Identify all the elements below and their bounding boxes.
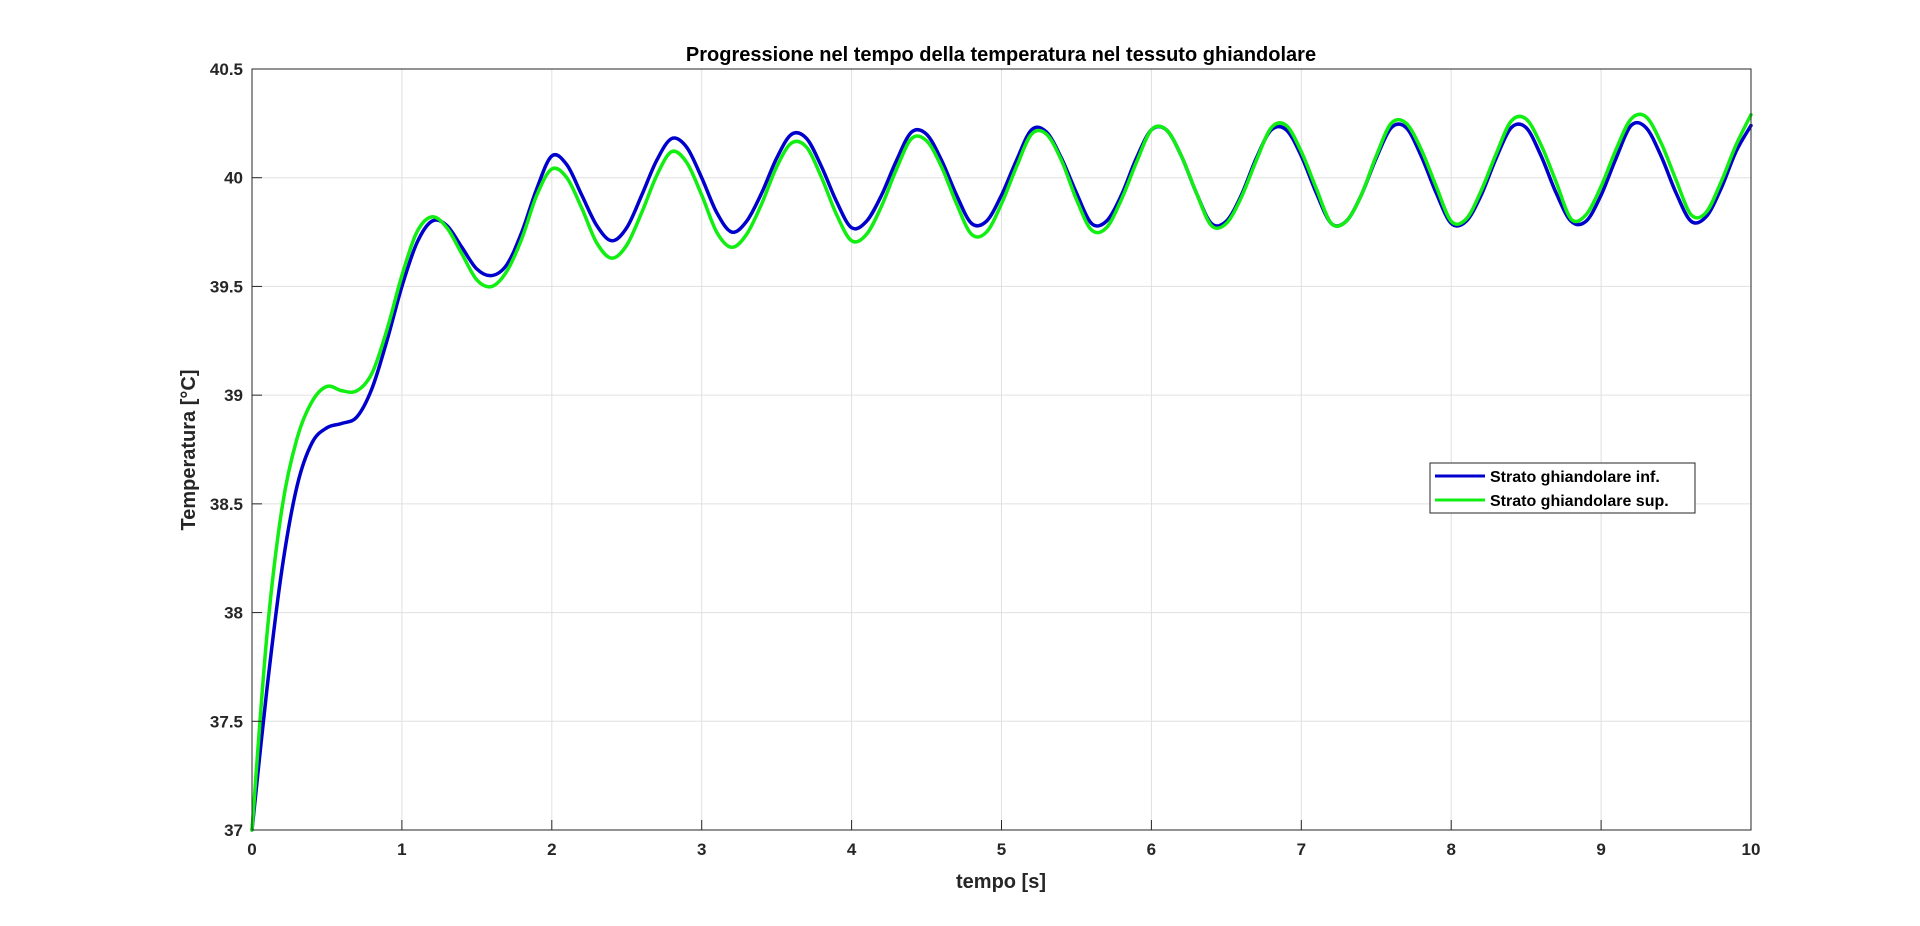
x-tick-label: 5 bbox=[997, 840, 1006, 859]
y-tick-label: 37 bbox=[224, 821, 243, 840]
y-tick-label: 39.5 bbox=[210, 277, 243, 296]
y-tick-label: 38.5 bbox=[210, 495, 243, 514]
chart-title: Progressione nel tempo della temperatura… bbox=[686, 44, 1316, 66]
legend: Strato ghiandolare inf. Strato ghiandola… bbox=[1429, 462, 1696, 514]
y-ticks: 37 37.5 38 38.5 39 39.5 40 40.5 bbox=[210, 60, 262, 840]
legend-label-sup: Strato ghiandolare sup. bbox=[1490, 493, 1669, 510]
y-tick-label: 40 bbox=[224, 169, 243, 188]
y-tick-label: 37.5 bbox=[210, 712, 243, 731]
x-ticks: 0 1 2 3 4 5 6 7 8 9 10 bbox=[247, 820, 1760, 859]
legend-label-inf: Strato ghiandolare inf. bbox=[1490, 469, 1660, 486]
y-tick-label: 39 bbox=[224, 386, 243, 405]
series-lines bbox=[250, 112, 1753, 832]
x-tick-label: 0 bbox=[247, 840, 256, 859]
x-tick-label: 8 bbox=[1446, 840, 1455, 859]
x-axis-label: tempo [s] bbox=[956, 871, 1046, 893]
legend-box bbox=[1429, 462, 1696, 514]
x-tick-label: 10 bbox=[1742, 840, 1761, 859]
x-tick-label: 7 bbox=[1297, 840, 1306, 859]
y-tick-label: 38 bbox=[224, 604, 243, 623]
x-tick-label: 6 bbox=[1147, 840, 1156, 859]
x-tick-label: 1 bbox=[397, 840, 406, 859]
x-tick-label: 9 bbox=[1596, 840, 1605, 859]
x-tick-label: 4 bbox=[847, 840, 857, 859]
x-tick-label: 2 bbox=[547, 840, 556, 859]
x-tick-label: 3 bbox=[697, 840, 706, 859]
series-line-sup bbox=[250, 112, 1753, 832]
y-tick-label: 40.5 bbox=[210, 60, 243, 79]
y-axis-label: Temperatura [°C] bbox=[178, 370, 200, 531]
